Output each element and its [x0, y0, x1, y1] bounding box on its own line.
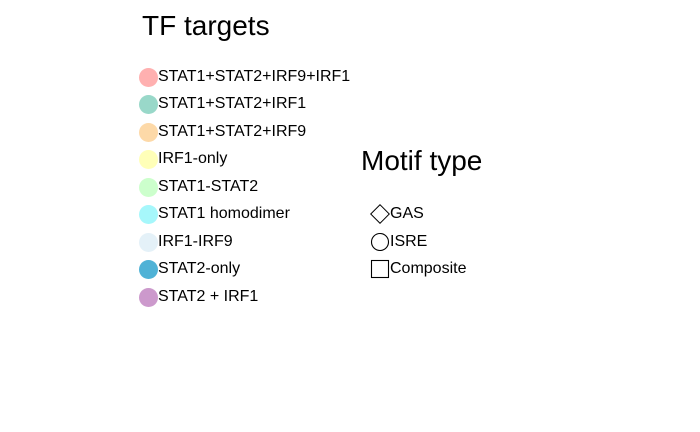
tf-legend-item: STAT1+STAT2+IRF9: [139, 122, 306, 142]
tf-legend-label: STAT1-STAT2: [158, 178, 259, 195]
tf-legend-label: STAT2 + IRF1: [158, 288, 259, 305]
motif-legend-item: GAS: [370, 204, 424, 224]
square-icon: [370, 259, 390, 279]
color-swatch-icon: [139, 232, 158, 252]
tf-legend-item: STAT1 homodimer: [139, 204, 290, 224]
tf-legend-item: STAT2-only: [139, 259, 240, 279]
color-swatch-icon: [139, 67, 158, 87]
diamond-icon: [370, 204, 390, 224]
tf-legend-item: IRF1-IRF9: [139, 232, 233, 252]
color-swatch-icon: [139, 149, 158, 169]
color-swatch-icon: [139, 94, 158, 114]
color-swatch-icon: [139, 177, 158, 197]
tf-legend-label: STAT1 homodimer: [158, 205, 290, 222]
tf-legend-label: IRF1-IRF9: [158, 233, 233, 250]
tf-legend-item: STAT1-STAT2: [139, 177, 258, 197]
motif-legend-label: GAS: [390, 205, 424, 222]
tf-legend-item: STAT1+STAT2+IRF9+IRF1: [139, 67, 350, 87]
color-swatch-icon: [139, 259, 158, 279]
motif-legend-label: ISRE: [390, 233, 428, 250]
tf-legend-label: IRF1-only: [158, 150, 228, 167]
tf-legend-item: IRF1-only: [139, 149, 227, 169]
motif-legend-title: Motif type: [361, 145, 483, 176]
circle-icon: [370, 232, 390, 252]
color-swatch-icon: [139, 204, 158, 224]
motif-legend-item: ISRE: [370, 232, 427, 252]
color-swatch-icon: [139, 122, 158, 142]
tf-legend-label: STAT1+STAT2+IRF9: [158, 123, 307, 140]
tf-legend-title: TF targets: [142, 10, 270, 41]
color-swatch-icon: [139, 287, 158, 307]
motif-legend-item: Composite: [370, 259, 466, 279]
tf-legend-label: STAT1+STAT2+IRF1: [158, 95, 307, 112]
tf-legend-label: STAT2-only: [158, 260, 241, 277]
tf-legend-label: STAT1+STAT2+IRF9+IRF1: [158, 68, 351, 85]
tf-legend-item: STAT1+STAT2+IRF1: [139, 94, 306, 114]
tf-legend-item: STAT2 + IRF1: [139, 287, 258, 307]
motif-legend-label: Composite: [390, 260, 467, 277]
